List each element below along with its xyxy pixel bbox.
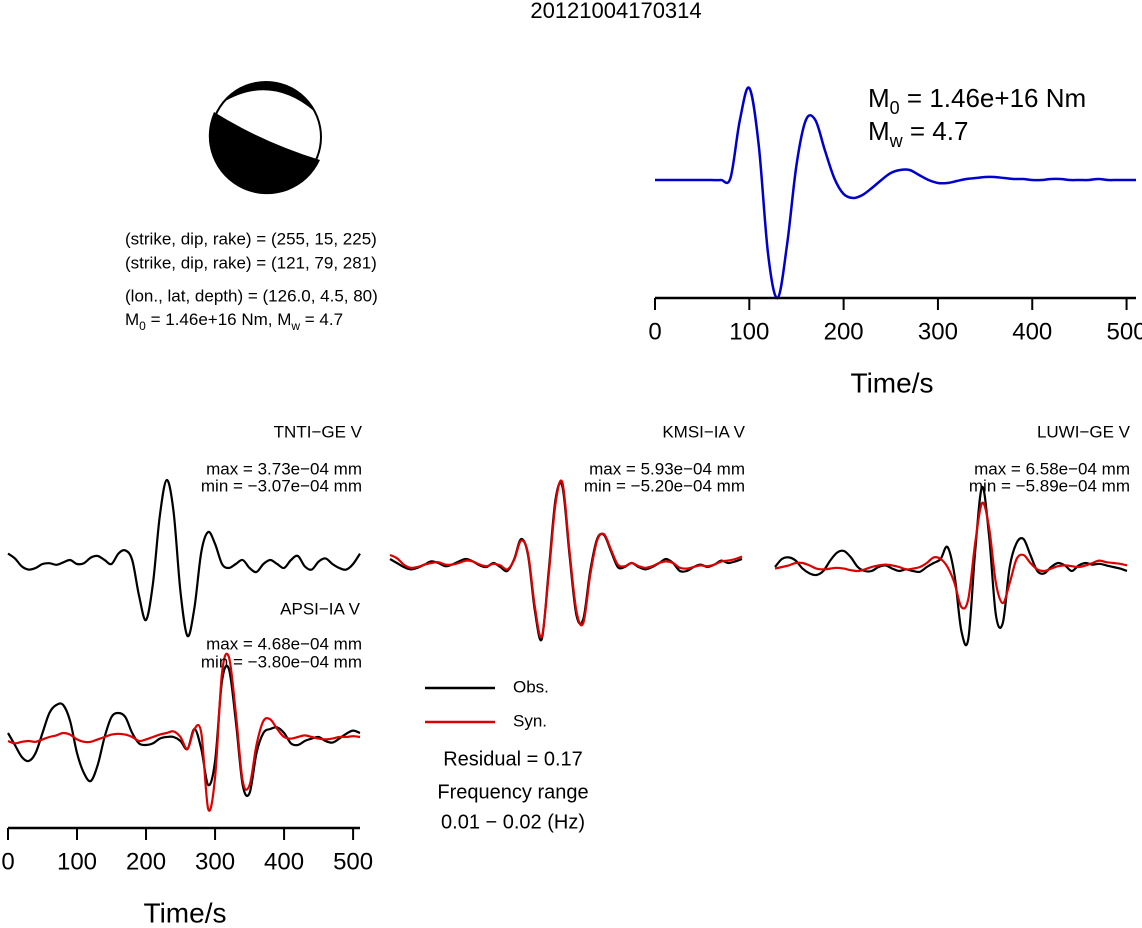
x-tick-label: 0 (648, 318, 661, 345)
subscript: w (889, 131, 904, 151)
text-part: = 1.46e+16 Nm (900, 83, 1086, 113)
waveform (7, 652, 361, 812)
annotation: min = −3.07e−04 mm (201, 476, 362, 495)
x-tick-label: 400 (1012, 318, 1052, 345)
station-label: TNTI−GE V (274, 422, 363, 441)
text-part: = 4.7 (903, 116, 969, 146)
beachball (208, 81, 322, 195)
waveform (655, 86, 1136, 300)
x-tick-label: 100 (729, 318, 769, 345)
waveform (7, 478, 361, 638)
x-tick-label: 300 (195, 848, 235, 875)
mechanism-text: (strike, dip, rake) = (121, 79, 281) (125, 253, 377, 272)
annotation: max = 6.58e−04 mm (974, 459, 1130, 478)
beachball-compression (222, 81, 314, 111)
text-part: = 4.7 (300, 310, 343, 329)
text-part: = 1.46e+16 Nm, M (146, 310, 292, 329)
x-tick-label: 100 (57, 848, 97, 875)
annotation: max = 5.93e−04 mm (589, 459, 745, 478)
waveform (774, 501, 1128, 610)
subscript: 0 (139, 319, 146, 333)
x-axis-label: Time/s (144, 897, 227, 928)
waveform (774, 485, 1128, 647)
station-label: KMSI−IA V (662, 422, 745, 441)
moment-text: M0 = 1.46e+16 Nm, Mw = 4.7 (125, 310, 343, 333)
station-label: APSI−IA V (280, 599, 361, 618)
text-part: M (125, 310, 139, 329)
figure-title: 20121004170314 (530, 0, 701, 23)
legend-label: Syn. (513, 711, 547, 730)
legend-label: Obs. (513, 677, 549, 696)
legend: Obs. Syn. Residual = 0.17 Frequency range 0.… (425, 677, 589, 833)
subscript: w (290, 319, 300, 333)
annotation: max = 3.73e−04 mm (206, 459, 362, 478)
annotation: M0 = 1.46e+16 Nm (868, 83, 1086, 118)
x-tick-label: 500 (333, 848, 373, 875)
x-tick-label: 200 (824, 318, 864, 345)
annotation: Mw = 4.7 (868, 116, 968, 151)
x-tick-label: 200 (126, 848, 166, 875)
annotation: max = 4.68e−04 mm (206, 634, 362, 653)
annotation: min = −5.20e−04 mm (584, 476, 745, 495)
x-tick-label: 400 (264, 848, 304, 875)
text-part: M (868, 116, 890, 146)
residual: Residual = 0.17 (443, 748, 583, 770)
annotation: min = −5.89e−04 mm (969, 476, 1130, 495)
waveform (389, 479, 743, 639)
mechanism-text: (strike, dip, rake) = (255, 15, 225) (125, 229, 377, 248)
station-label: LUWI−GE V (1037, 422, 1131, 441)
frequency-text: Frequency range (437, 781, 588, 803)
x-tick-label: 0 (1, 848, 14, 875)
x-axis-label: Time/s (851, 367, 934, 398)
annotation: min = −3.80e−04 mm (201, 652, 362, 671)
beachball-compression (208, 112, 320, 195)
x-tick-label: 300 (918, 318, 958, 345)
frequency-text: 0.01 − 0.02 (Hz) (441, 811, 585, 833)
subscript: 0 (890, 98, 900, 118)
mechanism-text: (lon., lat, depth) = (126.0, 4.5, 80) (125, 286, 378, 305)
text-part: M (868, 83, 890, 113)
x-tick-label: 500 (1107, 318, 1142, 345)
